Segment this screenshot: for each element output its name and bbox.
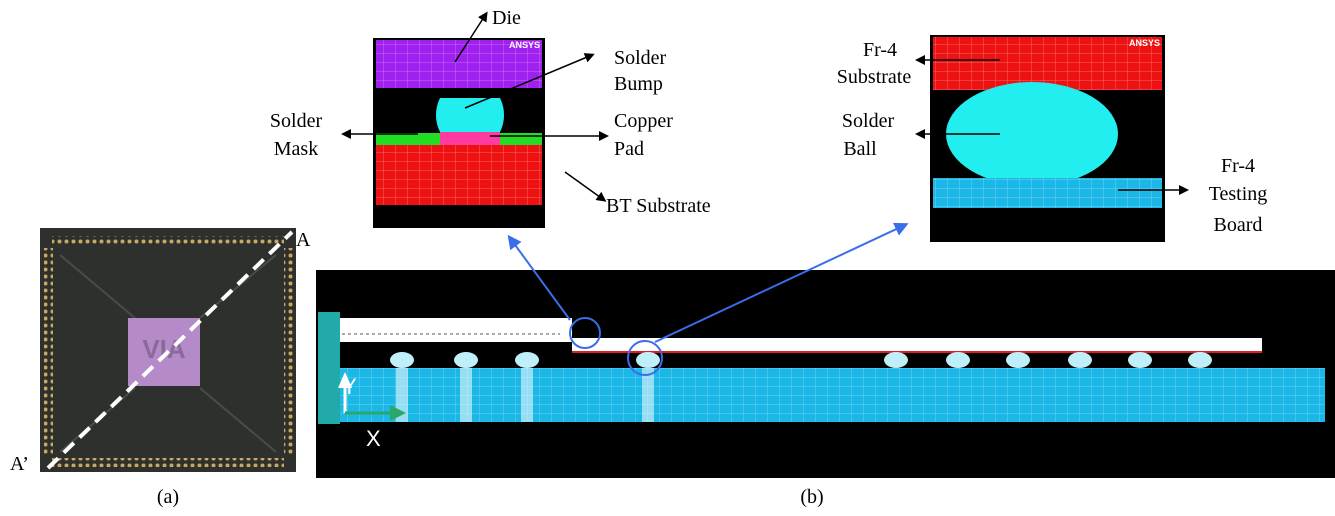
figure: VIA A A’ (a) Y X (b) <box>0 0 1335 516</box>
section-mark: A’ <box>10 453 29 475</box>
label-line: Substrate <box>837 66 912 88</box>
logo: ANSYS <box>1129 38 1160 48</box>
section-mark: A <box>296 229 311 251</box>
label-line: Fr-4 <box>863 39 897 61</box>
fe-model <box>316 270 1335 478</box>
label: Solder Bump <box>614 47 667 95</box>
label-line: Pad <box>614 138 644 160</box>
label-line: Mask <box>274 138 318 160</box>
label-line: Copper <box>614 110 673 132</box>
label: Copper Pad <box>614 110 673 160</box>
label-line: Fr-4 <box>1221 155 1255 177</box>
label: Fr-4 Testing Board <box>1209 155 1268 236</box>
caption: (b) <box>800 486 823 508</box>
bump-inset <box>373 38 545 228</box>
ball-inset <box>930 35 1165 242</box>
label: Fr-4 Substrate <box>837 39 912 88</box>
label-line: Bump <box>614 73 663 95</box>
axis-label: X <box>366 426 381 451</box>
axis-label: Y <box>342 374 357 399</box>
package-photo: VIA <box>40 228 296 472</box>
label: Die <box>492 7 521 29</box>
label: Solder Ball <box>842 110 895 160</box>
label-line: Ball <box>843 138 877 160</box>
caption: (a) <box>157 486 179 508</box>
label: BT Substrate <box>606 195 711 217</box>
label: Solder Mask <box>270 110 323 160</box>
logo: ANSYS <box>509 40 540 50</box>
label-line: Board <box>1214 214 1263 236</box>
label-line: Solder <box>270 110 323 132</box>
label-line: Solder <box>614 47 667 69</box>
label-line: Testing <box>1209 183 1268 205</box>
label-line: Solder <box>842 110 895 132</box>
